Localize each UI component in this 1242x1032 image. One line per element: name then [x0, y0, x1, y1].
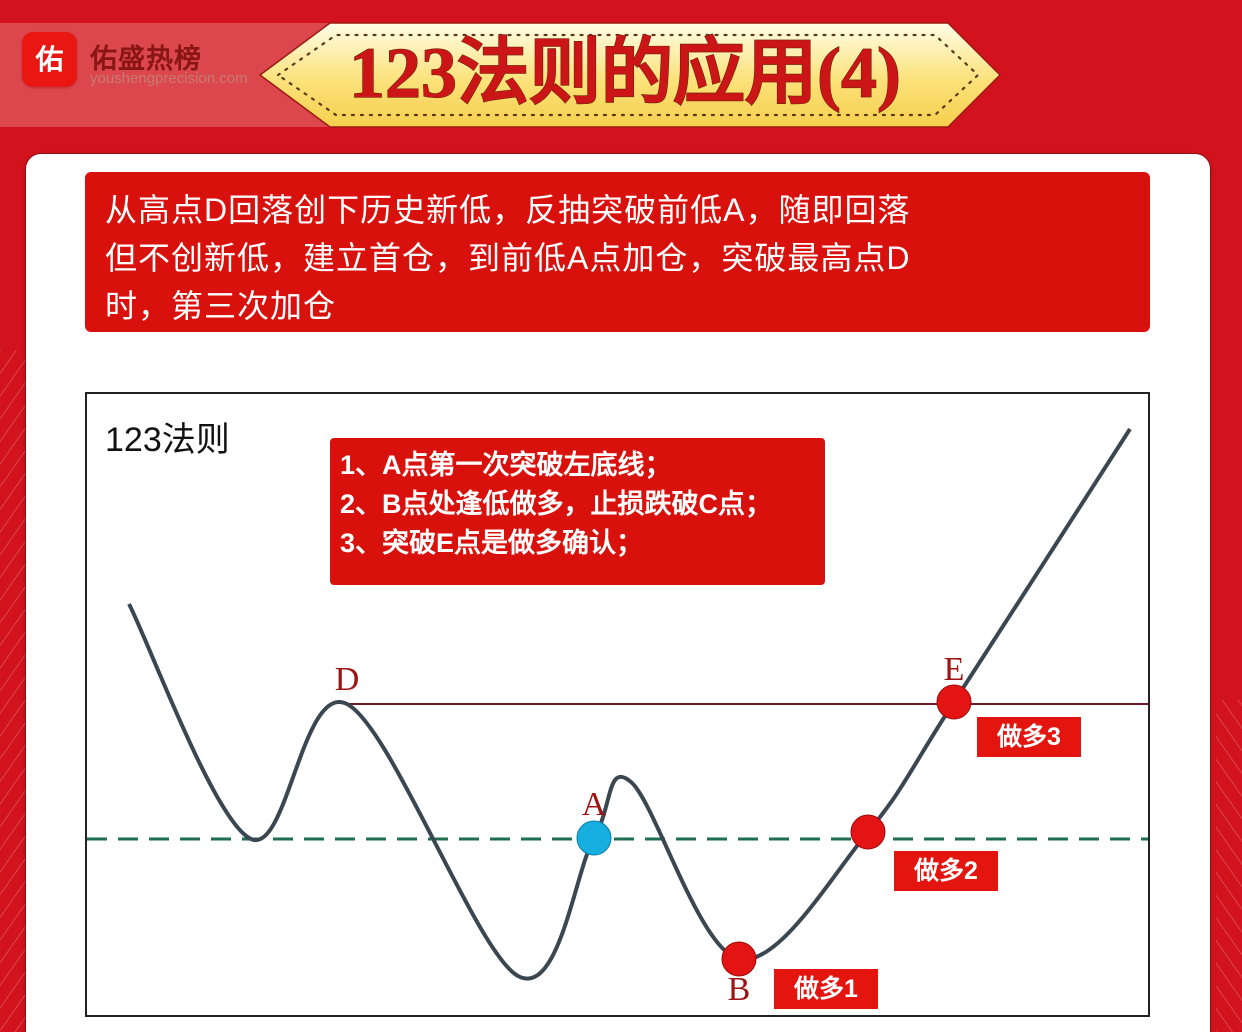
svg-text:123法则的应用(4): 123法则的应用(4) [349, 33, 901, 113]
